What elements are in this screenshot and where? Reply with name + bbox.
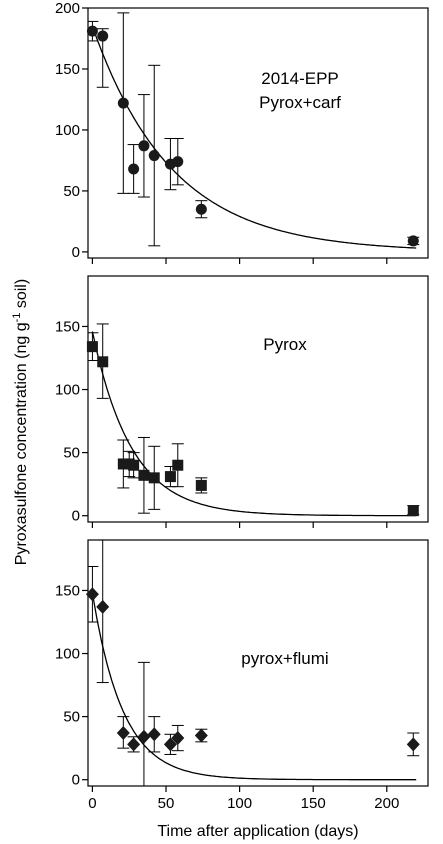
data-point-circle: [97, 30, 109, 42]
panel-2: 0 50 100 150 Pyrox: [55, 275, 429, 528]
data-point-circle: [86, 25, 98, 37]
fit-curve: [91, 592, 417, 781]
data-point-diamond: [96, 599, 110, 614]
data-point-square: [164, 471, 176, 483]
data-point-square: [138, 469, 150, 481]
data-point-circle: [172, 156, 184, 168]
y-tick-label: 50: [63, 709, 80, 726]
x-tick-label: 50: [158, 795, 175, 812]
data-point-diamond: [85, 587, 99, 602]
data-point-square: [86, 341, 98, 353]
y-axis-title: Pyroxasulfone concentration (ng g-1 soil…: [11, 279, 30, 565]
y-tick-label: 200: [55, 0, 80, 17]
fit-curve: [91, 331, 417, 517]
data-point-diamond: [137, 729, 151, 744]
x-tick-label: 100: [227, 795, 252, 812]
y-tick-label: 0: [72, 508, 80, 525]
data-point-circle: [195, 203, 207, 215]
data-point-circle: [138, 140, 150, 152]
x-axis-title: Time after application (days): [157, 823, 358, 840]
data-point-diamond: [406, 737, 420, 752]
y-tick-label: 100: [55, 122, 80, 139]
data-point-square: [172, 459, 184, 471]
data-point-circle: [128, 163, 140, 175]
y-tick-label: 150: [55, 318, 80, 335]
error-bar: [137, 661, 150, 786]
plot-frame: [87, 7, 429, 259]
y-tick-label: 0: [72, 772, 80, 789]
panel-annotation: Pyrox+carf: [259, 93, 341, 112]
data-point-square: [97, 356, 109, 368]
fit-curve: [91, 26, 417, 249]
data-point-square: [148, 472, 160, 484]
data-point-diamond: [127, 737, 141, 752]
y-tick-label: 0: [72, 244, 80, 261]
data-point-diamond: [171, 731, 185, 746]
data-point-diamond: [147, 727, 161, 742]
x-tick-label: 0: [88, 795, 96, 812]
data-point-square: [117, 458, 129, 470]
panel-3: 0 50 100 150 0 50 100 150 200 pyrox+flumi: [55, 539, 429, 812]
data-point-diamond: [163, 737, 177, 752]
data-point-square: [407, 505, 419, 517]
x-tick-label: 200: [374, 795, 399, 812]
panel-annotation: Pyrox: [263, 335, 307, 354]
plot-frame: [87, 275, 429, 523]
y-tick-label: 50: [63, 445, 80, 462]
data-point-square: [128, 459, 140, 471]
y-tick-label: 100: [55, 382, 80, 399]
y-tick-label: 150: [55, 582, 80, 599]
panel-annotation: pyrox+flumi: [241, 649, 328, 668]
y-tick-label: 50: [63, 183, 80, 200]
y-tick-label: 150: [55, 61, 80, 78]
data-point-square: [195, 479, 207, 491]
plot-frame: [87, 539, 429, 787]
y-tick-label: 100: [55, 646, 80, 663]
data-point-diamond: [116, 726, 130, 741]
x-tick-label: 150: [301, 795, 326, 812]
data-point-diamond: [194, 728, 208, 743]
data-point-circle: [407, 235, 419, 247]
data-point-circle: [117, 97, 129, 109]
data-point-circle: [148, 150, 160, 162]
panel-1: 0 50 100 150 200 2014-EPP Pyrox+carf: [55, 0, 429, 264]
panel-annotation: 2014-EPP: [261, 69, 339, 88]
